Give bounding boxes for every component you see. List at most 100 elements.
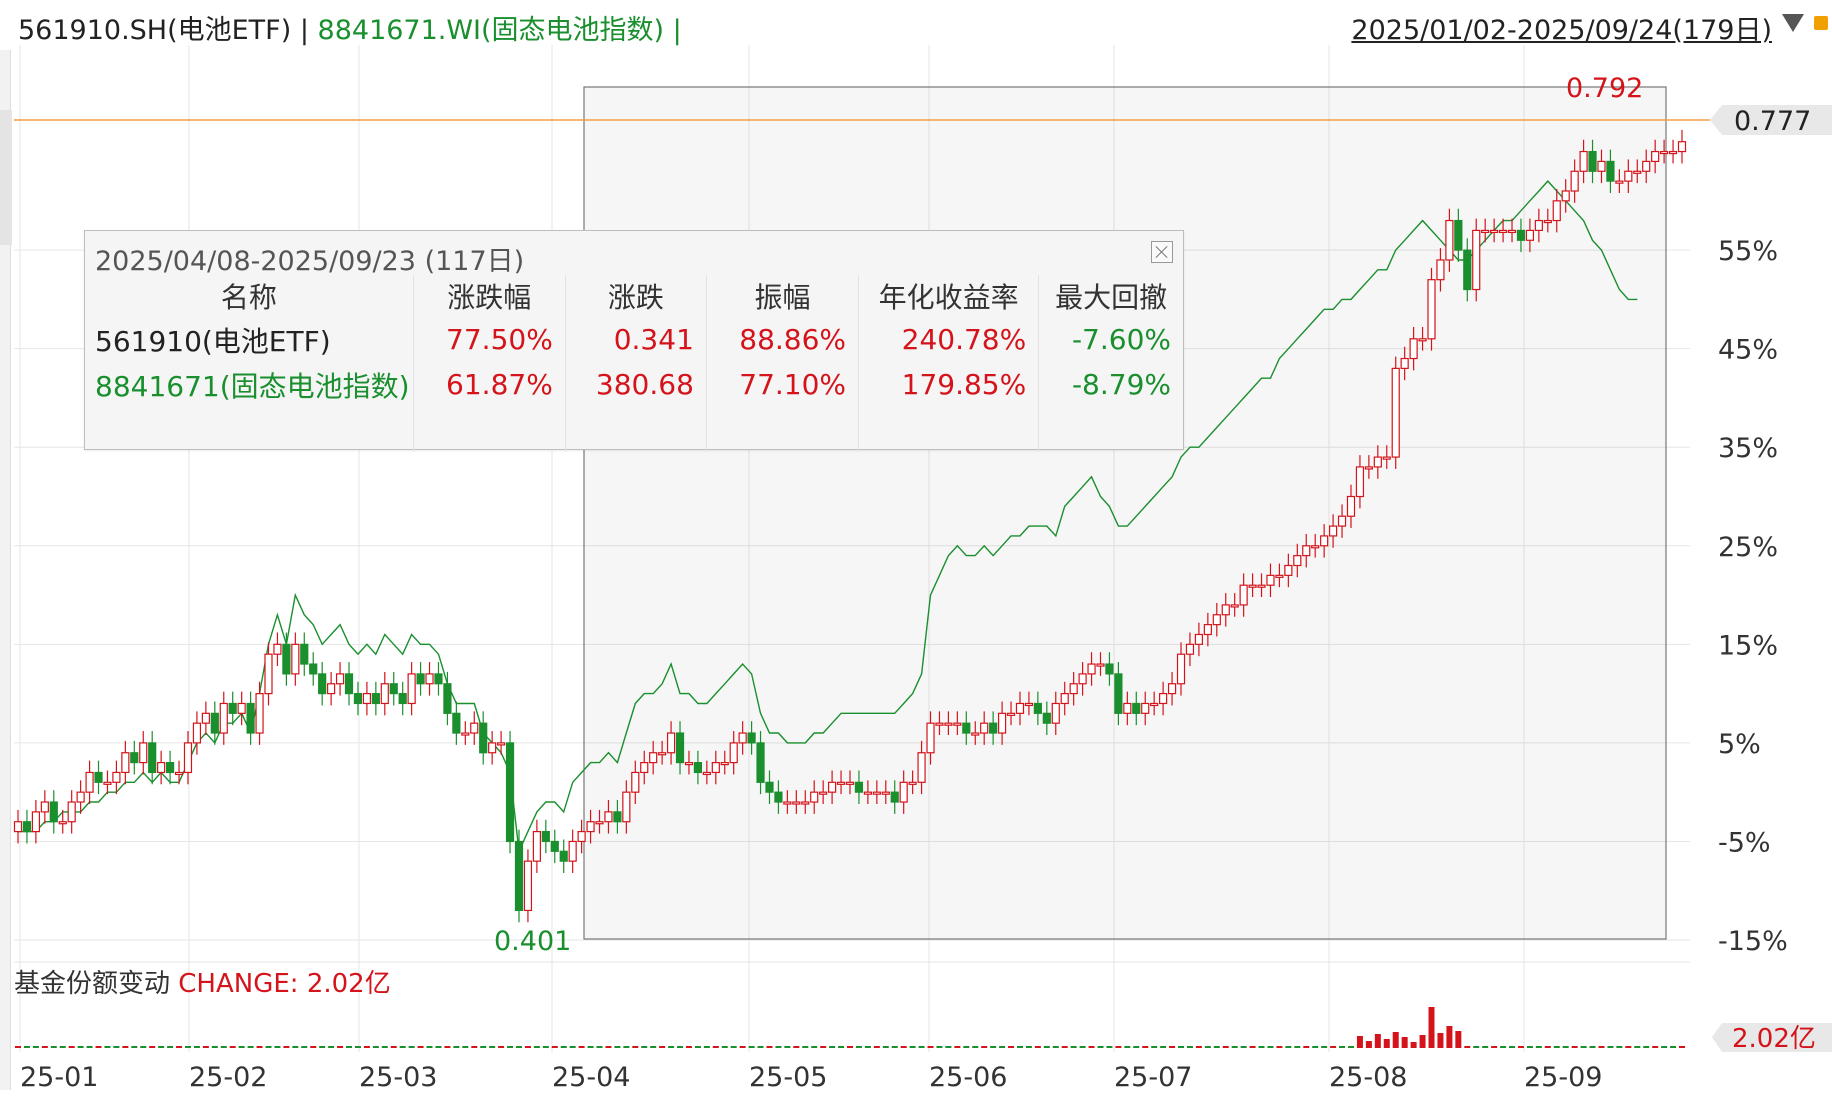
volume-bar bbox=[1312, 1046, 1319, 1048]
candle-body bbox=[550, 840, 559, 852]
volume-bar bbox=[1142, 1046, 1149, 1048]
candle-body bbox=[49, 801, 58, 823]
candle-body bbox=[1239, 584, 1248, 606]
index-symbol[interactable]: 8841671.WI(固态电池指数) | bbox=[317, 15, 682, 46]
candle-body bbox=[917, 752, 926, 783]
candle-body bbox=[1606, 160, 1615, 182]
candle-body bbox=[1409, 338, 1418, 360]
volume-bar bbox=[1526, 1046, 1533, 1048]
candle-body bbox=[210, 712, 219, 734]
etf-symbol[interactable]: 561910.SH(电池ETF) | bbox=[18, 15, 309, 46]
candle-body bbox=[1024, 702, 1034, 707]
candle-body bbox=[1230, 604, 1239, 608]
candle-body bbox=[693, 762, 703, 774]
candle-body bbox=[684, 762, 694, 766]
volume-bar bbox=[1186, 1046, 1193, 1048]
candle-body bbox=[747, 732, 756, 744]
row-amplitude: 77.10% bbox=[706, 362, 860, 407]
volume-bar bbox=[891, 1046, 898, 1048]
candle-body bbox=[1579, 150, 1588, 172]
x-tick-label: 25-07 bbox=[1114, 1062, 1192, 1093]
candle-body bbox=[890, 791, 899, 803]
candle-body bbox=[371, 693, 380, 705]
volume-bar bbox=[623, 1046, 630, 1048]
candle-body bbox=[1006, 712, 1016, 716]
volume-bar bbox=[1464, 1046, 1471, 1048]
candle-body bbox=[67, 801, 76, 823]
candle-body bbox=[881, 791, 890, 795]
candle-body bbox=[1275, 574, 1284, 578]
left-sidebar[interactable] bbox=[0, 50, 11, 1090]
candle-body bbox=[1167, 683, 1177, 695]
y-tick-label: 25% bbox=[1718, 532, 1778, 563]
candle-body bbox=[165, 762, 175, 774]
candle-body bbox=[362, 693, 372, 705]
candle-body bbox=[962, 722, 971, 734]
volume-bar bbox=[50, 1046, 57, 1048]
y-tick-label: 15% bbox=[1718, 630, 1778, 661]
candle-body bbox=[496, 742, 506, 746]
candle-body bbox=[1221, 604, 1230, 616]
volume-bar bbox=[1088, 1046, 1095, 1048]
candle-body bbox=[1132, 702, 1141, 714]
volume-bar bbox=[533, 1046, 540, 1048]
volume-bar bbox=[721, 1046, 728, 1048]
candle-body bbox=[1087, 663, 1096, 675]
volume-bar bbox=[1356, 1036, 1363, 1048]
lock-icon[interactable] bbox=[1814, 16, 1828, 30]
volume-bar bbox=[685, 1046, 692, 1048]
volume-bar bbox=[1607, 1046, 1614, 1048]
date-range-selector[interactable]: 2025/01/02-2025/09/24(179日) bbox=[1351, 15, 1772, 46]
table-row[interactable]: 8841671(固态电池指数) 61.87% 380.68 77.10% 179… bbox=[85, 362, 1183, 407]
candle-body bbox=[273, 643, 282, 655]
volume-bar bbox=[1043, 1046, 1050, 1048]
table-row[interactable]: 561910(电池ETF) 77.50% 0.341 88.86% 240.78… bbox=[85, 317, 1183, 362]
candle-body bbox=[219, 702, 228, 734]
row-max-drawdown: -7.60% bbox=[1071, 323, 1171, 356]
volume-bar bbox=[659, 1046, 666, 1048]
x-tick-label: 25-08 bbox=[1329, 1062, 1407, 1093]
volume-bar bbox=[1204, 1046, 1211, 1048]
volume-bar bbox=[1365, 1041, 1372, 1048]
candle-body bbox=[398, 693, 407, 705]
candle-body bbox=[1642, 160, 1651, 172]
volume-bar bbox=[1052, 1046, 1059, 1048]
candle-body bbox=[997, 712, 1007, 734]
candle-body bbox=[1418, 338, 1427, 342]
volume-bar bbox=[694, 1046, 701, 1048]
candle-body bbox=[1391, 367, 1400, 458]
volume-bar bbox=[802, 1046, 809, 1048]
volume-bar bbox=[1034, 1046, 1041, 1048]
volume-bar bbox=[292, 1046, 299, 1048]
volume-bar bbox=[855, 1046, 862, 1048]
chevron-down-icon[interactable] bbox=[1782, 14, 1804, 32]
close-icon[interactable] bbox=[1151, 241, 1173, 263]
y-tick-label: -15% bbox=[1718, 926, 1788, 957]
row-change: 0.341 bbox=[565, 317, 707, 362]
candle-body bbox=[711, 762, 720, 774]
candle-body bbox=[1185, 643, 1195, 655]
volume-bar bbox=[1115, 1046, 1122, 1048]
y-tick-label: 35% bbox=[1718, 433, 1778, 464]
candle-body bbox=[559, 850, 568, 862]
candle-body bbox=[1176, 653, 1186, 685]
volume-bar bbox=[363, 1046, 370, 1048]
volume-bar bbox=[444, 1046, 451, 1048]
volume-bar bbox=[748, 1046, 755, 1048]
candle-body bbox=[729, 742, 738, 764]
candle-body bbox=[31, 811, 40, 833]
candle-body bbox=[532, 830, 541, 862]
volume-bar bbox=[1169, 1046, 1176, 1048]
candle-body bbox=[1373, 456, 1382, 468]
sidebar-tab[interactable] bbox=[0, 110, 12, 245]
volume-panel-label: 基金份额变动 CHANGE: 2.02亿 bbox=[14, 963, 391, 1000]
volume-bar bbox=[354, 1046, 361, 1048]
volume-bar bbox=[167, 1046, 174, 1048]
candle-body bbox=[1516, 229, 1526, 241]
volume-bar bbox=[542, 1046, 549, 1048]
candle-body bbox=[1400, 357, 1409, 369]
volume-bar bbox=[104, 1046, 111, 1048]
candle-body bbox=[908, 781, 917, 785]
volume-bar bbox=[605, 1046, 612, 1048]
